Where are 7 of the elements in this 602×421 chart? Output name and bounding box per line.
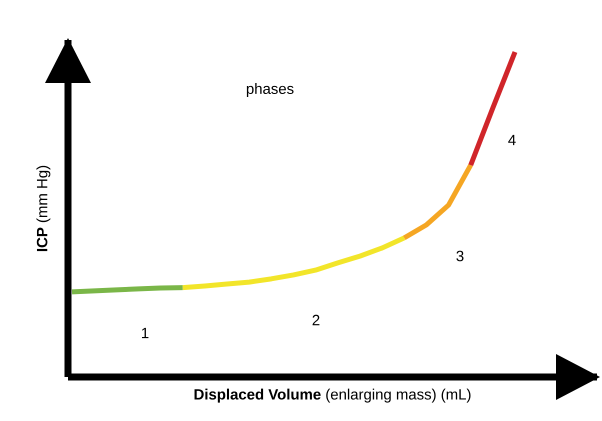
annotation: 4 bbox=[508, 134, 516, 146]
y-axis-title: ICP (mm Hg) bbox=[36, 166, 50, 252]
annotation: 1 bbox=[142, 328, 148, 338]
annotation: phases bbox=[246, 83, 294, 97]
annotation: 3 bbox=[456, 250, 464, 262]
x-axis-title: Displaced Volume (enlarging mass) (mL) bbox=[194, 388, 470, 403]
annotation: 2 bbox=[312, 314, 320, 326]
